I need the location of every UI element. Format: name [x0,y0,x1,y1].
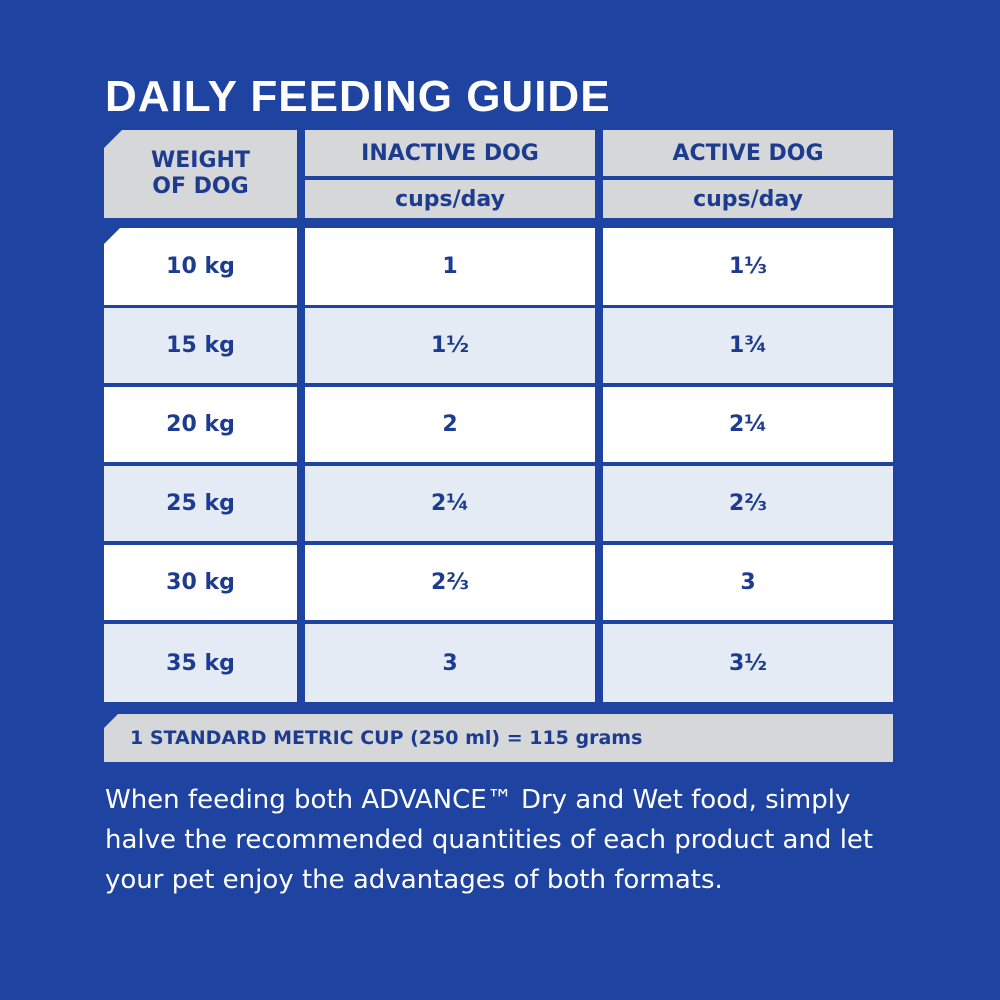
amount-cell: 2⅔ [603,466,893,541]
amount-cell: 1 [305,228,595,305]
column-header: ACTIVE DOG [603,130,893,176]
weight-cell: 15 kg [104,308,297,383]
amount-cell: 3 [603,545,893,620]
amount-cell: 2⅔ [305,545,595,620]
weight-cell: 25 kg [104,466,297,541]
amount-cell: 2¼ [305,466,595,541]
amount-cell: 3½ [603,624,893,702]
amount-cell: 3 [305,624,595,702]
unit-header: cups/day [305,180,595,218]
amount-cell: 2 [305,387,595,462]
amount-cell: 2¼ [603,387,893,462]
title: DAILY FEEDING GUIDE [105,72,611,121]
amount-cell: 1⅓ [603,228,893,305]
column-header: INACTIVE DOG [305,130,595,176]
amount-cell: 1¾ [603,308,893,383]
weight-cell: 35 kg [104,624,297,702]
unit-header: cups/day [603,180,893,218]
amount-cell: 1½ [305,308,595,383]
note: When feeding both ADVANCE™ Dry and Wet f… [105,785,874,895]
column-header: WEIGHT OF DOG [104,130,297,218]
footnote: 1 STANDARD METRIC CUP (250 ml) = 115 gra… [104,714,893,762]
weight-cell: 30 kg [104,545,297,620]
weight-cell: 10 kg [104,228,297,305]
weight-cell: 20 kg [104,387,297,462]
